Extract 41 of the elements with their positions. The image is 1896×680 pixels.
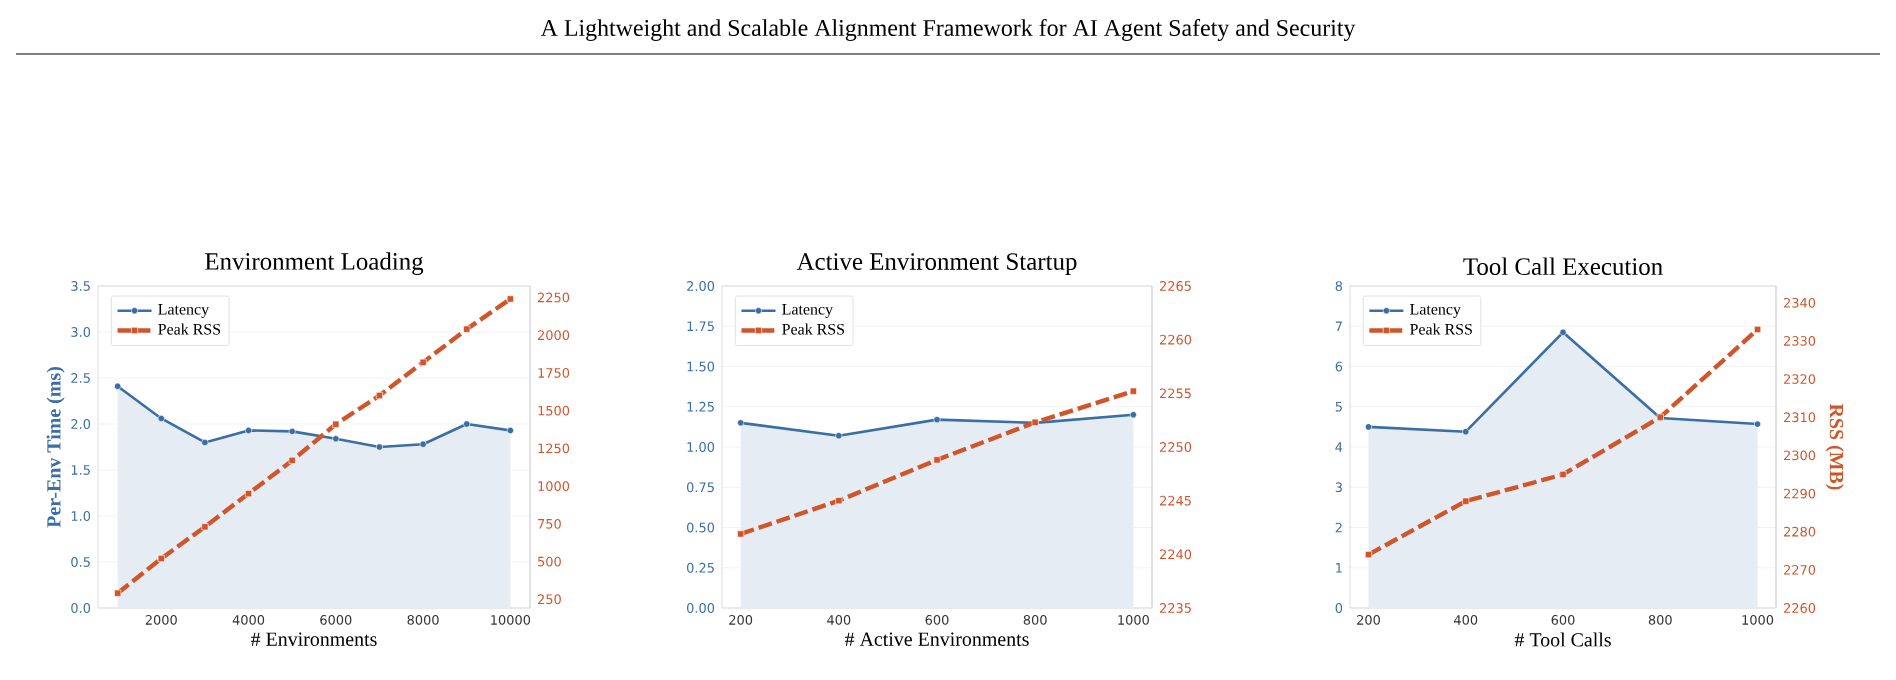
x-axis-title: # Tool Calls bbox=[1514, 632, 1611, 647]
point bbox=[1129, 387, 1137, 395]
x-axis-title: # Active Environments bbox=[844, 632, 1029, 646]
point bbox=[419, 440, 427, 448]
point bbox=[1559, 470, 1567, 478]
point bbox=[737, 530, 745, 538]
point bbox=[835, 497, 843, 505]
point bbox=[463, 420, 471, 428]
point bbox=[201, 438, 209, 446]
point bbox=[245, 426, 253, 434]
point bbox=[1754, 326, 1762, 333]
point bbox=[1365, 423, 1372, 431]
point bbox=[463, 325, 471, 333]
point bbox=[1365, 551, 1372, 559]
y2-axis-title: RSS (MB) bbox=[1825, 403, 1844, 490]
point bbox=[245, 490, 253, 498]
text: A Lightweight and Scalable Alignment Framework for AI Agent Safety and Security bbox=[540, 18, 1356, 41]
point bbox=[1462, 497, 1470, 505]
point bbox=[1559, 328, 1567, 336]
point bbox=[114, 589, 122, 597]
chart-title: Tool Call Execution bbox=[1463, 257, 1663, 275]
point bbox=[288, 456, 296, 464]
point bbox=[157, 415, 165, 422]
point bbox=[933, 456, 941, 464]
x-axis-title: # Environments bbox=[251, 632, 377, 646]
y-axis-title: Per-Env Time (ms) bbox=[46, 367, 65, 528]
point bbox=[375, 443, 383, 451]
point bbox=[1462, 428, 1470, 436]
point bbox=[506, 426, 514, 434]
point bbox=[419, 358, 427, 366]
chart-title: Active Environment Startup bbox=[796, 253, 1077, 275]
point bbox=[114, 382, 122, 390]
chart-title: Environment Loading bbox=[205, 252, 424, 275]
point bbox=[157, 555, 165, 562]
point bbox=[288, 427, 296, 435]
point bbox=[375, 392, 383, 400]
point bbox=[506, 295, 514, 303]
point bbox=[332, 420, 340, 428]
point bbox=[1754, 420, 1762, 428]
point bbox=[201, 523, 209, 531]
point bbox=[332, 435, 340, 443]
